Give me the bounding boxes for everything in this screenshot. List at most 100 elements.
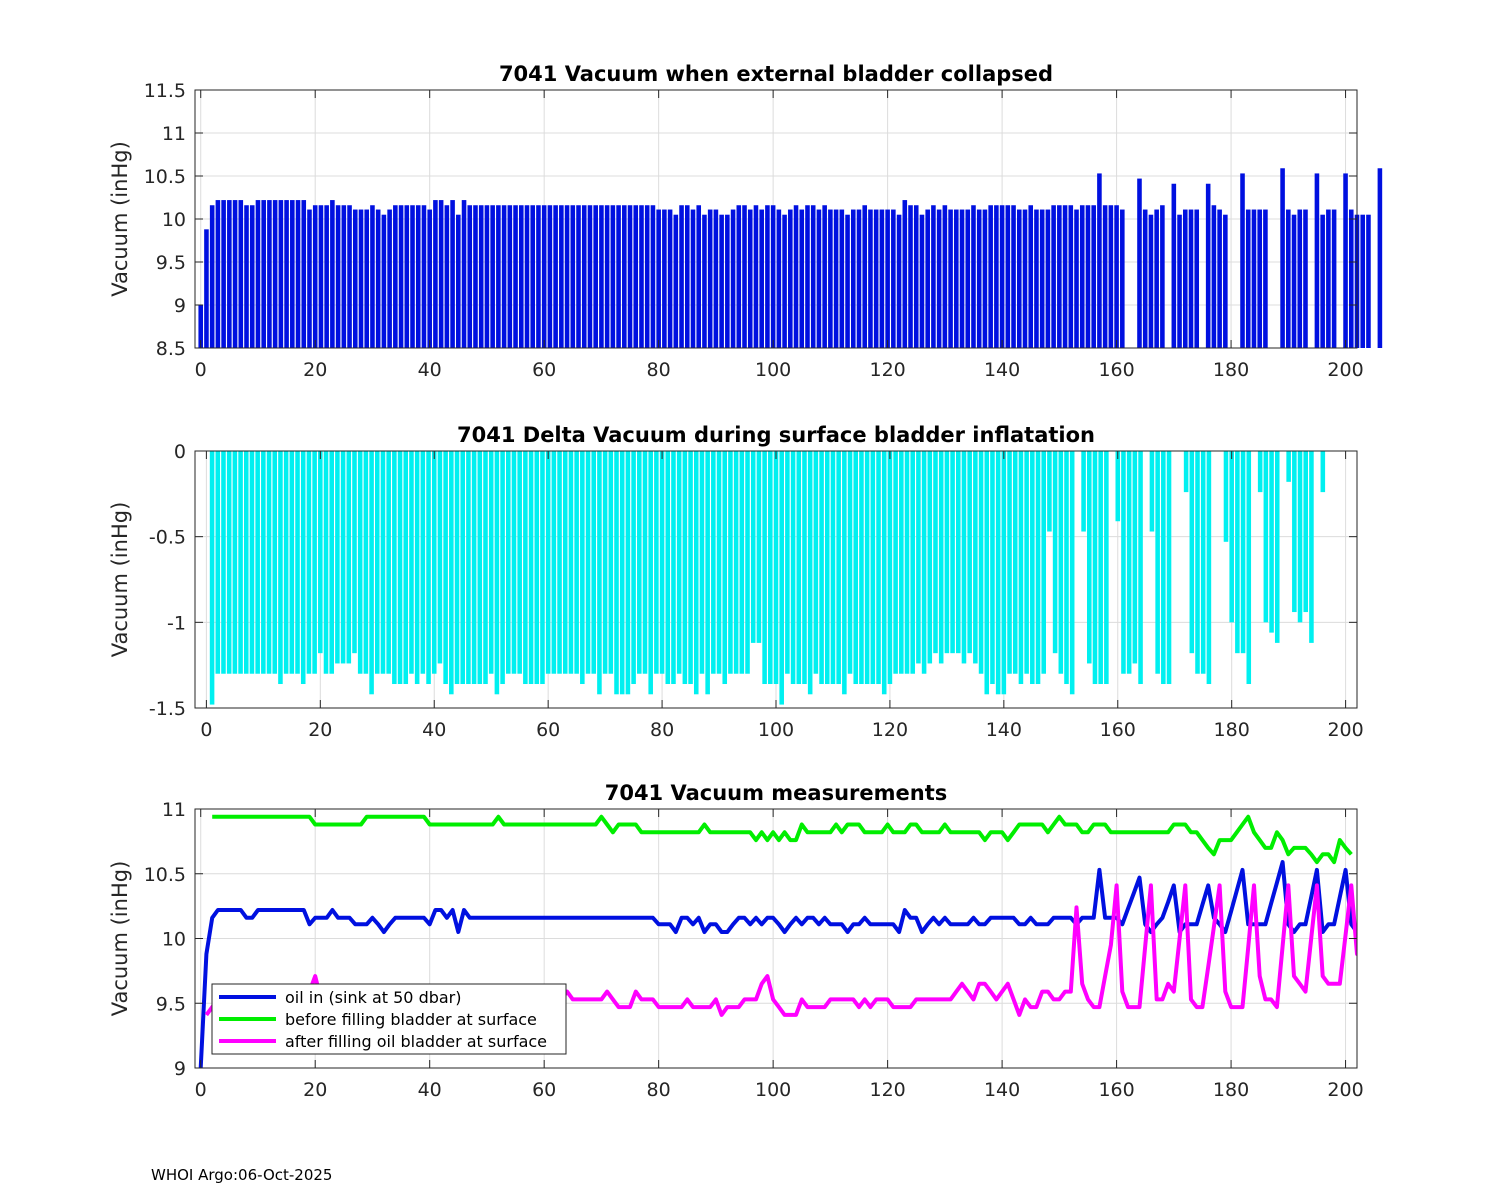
x-tick-label: 160 xyxy=(1098,1079,1134,1101)
bar xyxy=(454,451,460,685)
bar xyxy=(802,451,807,685)
bar xyxy=(358,209,364,348)
bar xyxy=(312,205,318,348)
bar xyxy=(553,205,558,348)
x-tick-label: 20 xyxy=(303,1079,327,1101)
bar xyxy=(587,205,593,348)
bar xyxy=(810,205,816,348)
data-marks xyxy=(209,451,1326,705)
bar xyxy=(699,451,705,674)
bar xyxy=(198,305,204,348)
bar xyxy=(1035,451,1041,685)
bar xyxy=(370,205,375,348)
bar xyxy=(790,451,796,685)
bar xyxy=(753,205,759,348)
bar xyxy=(267,200,272,348)
bar xyxy=(1211,205,1217,348)
bar xyxy=(1012,451,1018,674)
bar xyxy=(1297,209,1303,348)
y-tick-label: 10 xyxy=(162,209,186,231)
bar xyxy=(1257,451,1263,493)
bar xyxy=(381,214,387,348)
bar xyxy=(759,209,764,348)
bar xyxy=(312,451,317,674)
bar xyxy=(788,209,793,348)
x-tick-label: 120 xyxy=(872,719,908,741)
bar xyxy=(1280,168,1285,348)
bar xyxy=(1160,205,1165,348)
bar xyxy=(410,205,415,348)
bar xyxy=(1114,205,1119,348)
bar xyxy=(644,205,650,348)
bar xyxy=(631,451,636,685)
bar xyxy=(204,229,209,348)
bar xyxy=(471,451,477,685)
bar xyxy=(318,205,324,348)
x-tick-label: 180 xyxy=(1213,1079,1249,1101)
bar xyxy=(913,205,919,348)
bar xyxy=(369,451,374,695)
bar xyxy=(716,451,722,674)
bar xyxy=(255,451,260,674)
bar xyxy=(745,451,750,674)
bar xyxy=(330,200,335,348)
bar xyxy=(272,451,278,674)
bar xyxy=(873,209,879,348)
bar xyxy=(593,205,598,348)
bar xyxy=(722,451,728,685)
y-tick-label: 10.5 xyxy=(144,166,186,188)
bar xyxy=(1161,451,1166,685)
bar xyxy=(816,209,822,348)
bar xyxy=(1240,173,1245,348)
legend-label-2: before filling bladder at surface xyxy=(285,1010,537,1029)
bar xyxy=(335,205,341,348)
bar xyxy=(1183,451,1189,493)
bar xyxy=(1223,214,1228,348)
bar xyxy=(994,205,999,348)
bar xyxy=(1206,451,1212,685)
bar xyxy=(1137,178,1142,348)
bar xyxy=(1205,183,1211,348)
bar xyxy=(580,451,585,685)
bar xyxy=(750,451,756,643)
y-axis-label: Vacuum (inHg) xyxy=(108,141,132,297)
bar xyxy=(984,451,990,695)
bar xyxy=(1326,209,1331,348)
bar xyxy=(232,200,238,348)
bar xyxy=(931,205,936,348)
bar xyxy=(682,451,688,685)
bar xyxy=(1079,205,1085,348)
bar xyxy=(576,205,581,348)
bar xyxy=(671,451,676,685)
bar xyxy=(1274,451,1280,643)
bar xyxy=(536,205,541,348)
bar xyxy=(819,451,824,685)
bar xyxy=(948,209,953,348)
y-tick-label: 9.5 xyxy=(156,252,186,274)
bar xyxy=(805,205,810,348)
bar xyxy=(261,200,266,348)
bar xyxy=(534,451,540,685)
bar xyxy=(591,451,597,674)
x-tick-label: 80 xyxy=(647,1079,671,1101)
bar xyxy=(444,205,450,348)
bar xyxy=(955,451,961,654)
bar xyxy=(904,451,910,674)
bar xyxy=(610,205,616,348)
bar xyxy=(1085,205,1091,348)
bar xyxy=(1138,451,1143,685)
bar xyxy=(466,451,471,685)
bar xyxy=(507,205,513,348)
bar xyxy=(547,205,553,348)
bar xyxy=(742,205,747,348)
bar xyxy=(1132,451,1138,664)
bar xyxy=(1001,451,1007,695)
bar xyxy=(614,451,619,695)
bar xyxy=(1188,209,1194,348)
bar xyxy=(568,451,574,674)
bar xyxy=(696,205,702,348)
bar xyxy=(1194,209,1200,348)
bar xyxy=(665,451,671,685)
bar xyxy=(341,205,347,348)
bar xyxy=(1251,209,1257,348)
